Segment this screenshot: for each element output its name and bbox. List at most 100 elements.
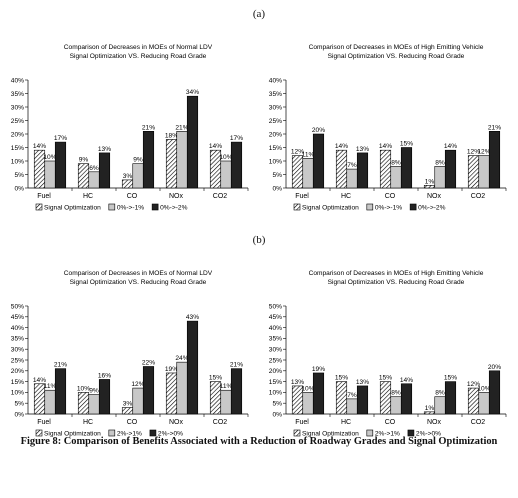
bar <box>302 392 314 415</box>
data-label: 12% <box>467 381 480 388</box>
data-label: 20% <box>312 127 325 134</box>
y-tick-label: 35% <box>11 336 24 343</box>
y-tick-label: 10% <box>269 390 282 397</box>
y-tick-label: 40% <box>269 325 282 332</box>
legend-swatch <box>35 203 43 211</box>
x-category-label: CO2 <box>471 193 486 200</box>
bar <box>176 361 188 415</box>
x-category-label: HC <box>341 419 351 426</box>
y-tick-label: 25% <box>269 118 282 125</box>
x-category-label: NOx <box>169 193 184 200</box>
data-label: 14% <box>379 143 392 150</box>
bar <box>346 168 358 189</box>
data-label: 19% <box>312 366 325 373</box>
data-label: 14% <box>335 143 348 150</box>
y-tick-label: 15% <box>11 379 24 386</box>
y-tick-label: 50% <box>269 303 282 310</box>
bar <box>121 179 134 189</box>
data-label: 15% <box>400 141 413 148</box>
y-tick-label: 45% <box>269 314 282 321</box>
bar <box>444 381 457 415</box>
data-label: 34% <box>186 89 199 96</box>
legend-swatch <box>108 203 116 211</box>
figure-caption: Figure 8: Comparison of Benefits Associa… <box>20 436 498 447</box>
x-category-label: Fuel <box>295 193 309 200</box>
y-tick-label: 0% <box>272 411 282 418</box>
bar <box>444 149 457 189</box>
bar <box>88 171 100 189</box>
bar <box>356 152 369 189</box>
y-tick-label: 20% <box>11 131 24 138</box>
x-category-label: CO <box>127 419 138 426</box>
bar <box>54 368 67 415</box>
bar <box>434 166 446 189</box>
y-tick-label: 40% <box>11 325 24 332</box>
legend-label: 0%->-2% <box>418 205 445 212</box>
data-label: 9% <box>133 157 143 164</box>
data-label: 17% <box>230 135 243 142</box>
data-label: 1% <box>425 405 435 412</box>
data-label: 9% <box>79 157 89 164</box>
bar <box>142 366 155 415</box>
data-label: 10% <box>43 154 56 161</box>
data-label: 15% <box>335 375 348 382</box>
bar <box>478 392 490 415</box>
chart-normal-ldv-b: Comparison of Decreases in MOEs of Norma… <box>0 266 258 438</box>
x-category-label: NOx <box>427 419 442 426</box>
chart-high-emitting-b: Comparison of Decreases in MOEs of High … <box>258 266 516 438</box>
data-label: 10% <box>477 385 490 392</box>
y-tick-label: 25% <box>269 357 282 364</box>
data-label: 21% <box>230 362 243 369</box>
y-tick-label: 40% <box>269 77 282 84</box>
bar <box>434 396 446 415</box>
data-label: 14% <box>444 143 457 150</box>
y-tick-label: 20% <box>269 368 282 375</box>
data-label: 21% <box>488 124 501 131</box>
x-category-label: CO <box>385 419 396 426</box>
data-label: 18% <box>165 132 178 139</box>
legend-label: 2%->1% <box>117 431 142 438</box>
bar <box>176 131 188 189</box>
bar <box>346 398 358 415</box>
bar <box>390 396 402 415</box>
panel-label-b: (b) <box>252 234 266 246</box>
legend-label: 0%->-1% <box>117 205 144 212</box>
legend-label: 2%->1% <box>375 431 400 438</box>
legend-label: Signal Optimization <box>44 205 101 212</box>
data-label: 8% <box>391 390 401 397</box>
chart-title: Comparison of Decreases in MOEs of High … <box>309 270 484 277</box>
bar <box>335 381 348 415</box>
data-label: 22% <box>142 359 155 366</box>
data-label: 12% <box>467 149 480 156</box>
y-tick-label: 30% <box>269 104 282 111</box>
x-category-label: CO <box>127 193 138 200</box>
y-tick-label: 5% <box>14 401 24 408</box>
data-label: 9% <box>89 388 99 395</box>
data-label: 21% <box>54 362 67 369</box>
bar <box>423 185 436 189</box>
chart-svg: Comparison of Decreases in MOEs of Norma… <box>11 44 249 212</box>
y-tick-label: 10% <box>11 158 24 165</box>
y-tick-label: 0% <box>272 185 282 192</box>
legend-swatch <box>293 203 301 211</box>
data-label: 11% <box>220 383 233 390</box>
legend-swatch <box>366 429 374 437</box>
y-tick-label: 25% <box>11 118 24 125</box>
y-tick-label: 10% <box>269 158 282 165</box>
y-tick-label: 25% <box>11 357 24 364</box>
bar <box>88 394 100 415</box>
x-category-label: CO2 <box>471 419 486 426</box>
bar <box>98 152 111 189</box>
data-label: 15% <box>379 375 392 382</box>
data-label: 20% <box>488 364 501 371</box>
data-label: 8% <box>435 159 445 166</box>
y-tick-label: 10% <box>11 390 24 397</box>
legend-label: Signal Optimization <box>302 205 359 212</box>
data-label: 12% <box>291 149 304 156</box>
chart-title: Comparison of Decreases in MOEs of Norma… <box>64 270 213 277</box>
data-label: 17% <box>54 135 67 142</box>
legend-label: Signal Optimization <box>44 431 101 438</box>
bar <box>335 149 348 189</box>
bar <box>379 381 392 415</box>
legend-swatch <box>149 429 157 437</box>
